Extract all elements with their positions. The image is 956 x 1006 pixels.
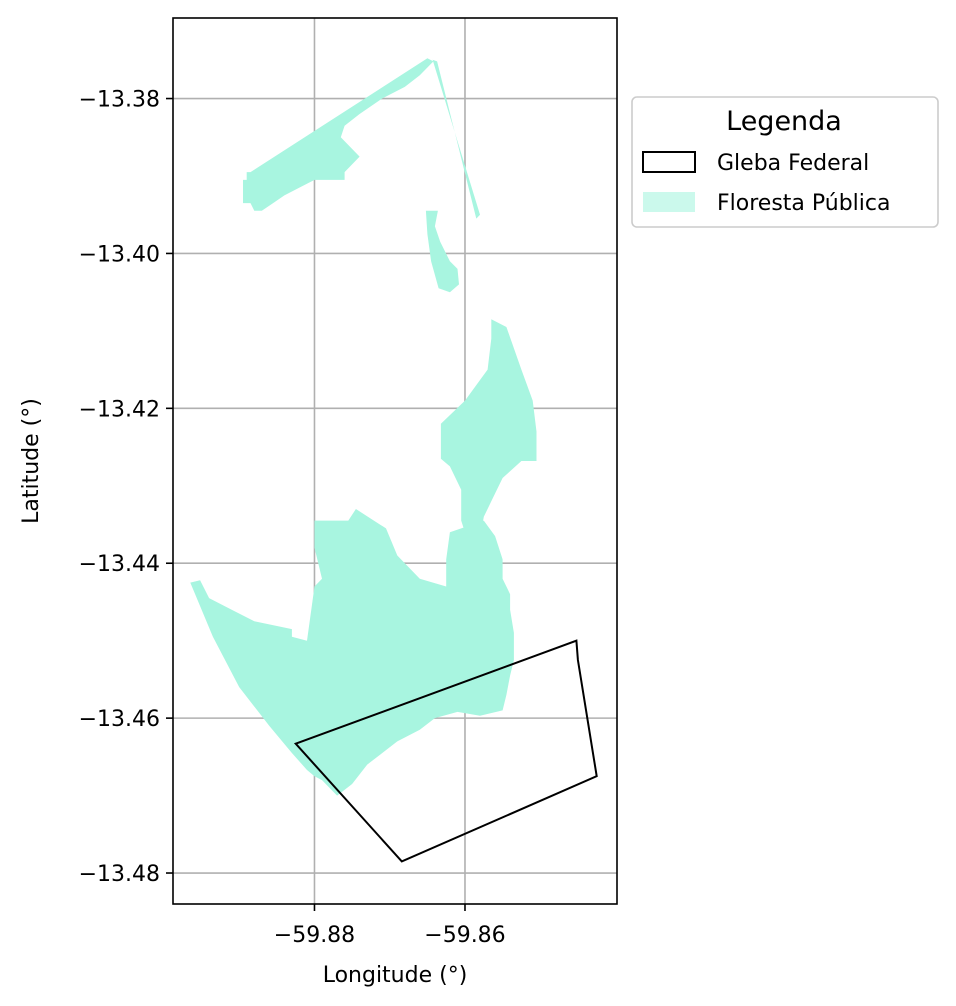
legend-label-gleba-federal: Gleba Federal	[717, 151, 869, 176]
legend-swatch-gleba-federal	[642, 151, 696, 173]
axis-ticks: −59.88 −59.86 −13.38 −13.40 −13.42 −13.44 −13.…	[79, 88, 506, 948]
y-axis-title: Latitude (°)	[19, 398, 44, 524]
x-tick-label: −59.86	[424, 923, 505, 948]
floresta-publica-polygon	[190, 509, 514, 796]
plot-frame	[172, 17, 618, 905]
floresta-publica-polygon	[243, 58, 434, 211]
y-tick-label: −13.48	[79, 862, 160, 887]
floresta-publica-layer	[190, 58, 537, 796]
legend-box	[631, 96, 939, 228]
floresta-publica-polygon	[432, 59, 480, 219]
legend-swatch-floresta-publica	[643, 192, 695, 212]
floresta-publica-polygon	[425, 210, 459, 293]
x-tick-label: −59.88	[274, 923, 355, 948]
y-tick-label: −13.40	[79, 242, 160, 267]
floresta-publica-polygon	[440, 319, 537, 544]
y-tick-label: −13.38	[79, 88, 160, 113]
y-tick-label: −13.46	[79, 707, 160, 732]
y-tick-label: −13.44	[79, 552, 160, 577]
gleba-federal-polygon	[293, 639, 598, 863]
grid-lines	[173, 18, 617, 904]
gleba-federal-layer	[293, 639, 598, 863]
legend: Legenda Gleba Federal Floresta Pública	[631, 96, 939, 228]
y-tick-label: −13.42	[79, 397, 160, 422]
legend-label-floresta-publica: Floresta Pública	[717, 191, 890, 216]
x-axis-title: Longitude (°)	[323, 963, 468, 988]
legend-title: Legenda	[726, 106, 842, 137]
